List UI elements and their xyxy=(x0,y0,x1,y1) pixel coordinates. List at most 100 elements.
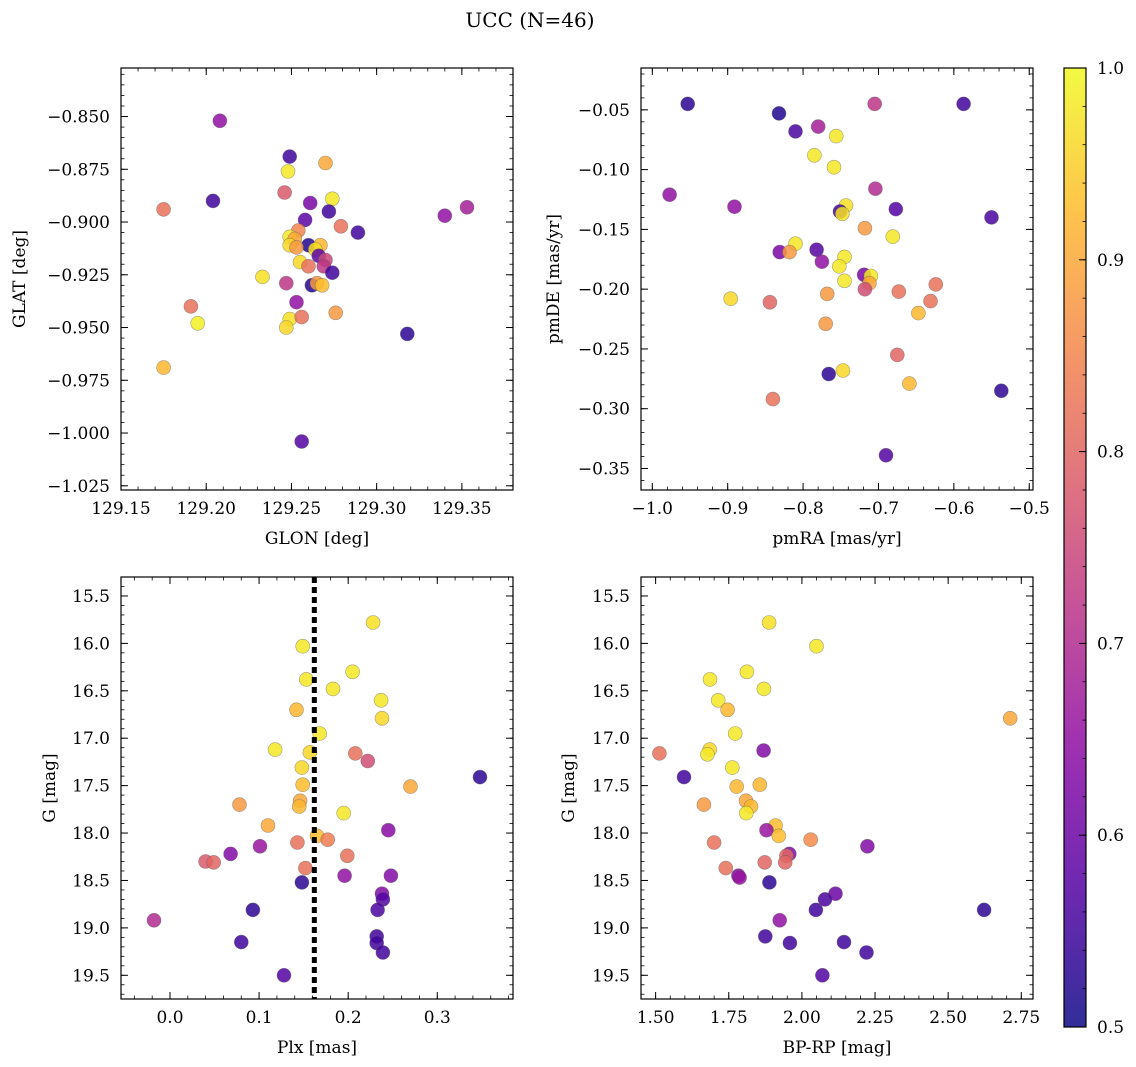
data-point xyxy=(808,902,824,918)
data-point xyxy=(738,805,754,821)
panels: 129.15 129.20 129.25 129.30 129.35 −1.025 −1.0… xyxy=(10,67,1050,1058)
x-tick-label: 1.50 xyxy=(637,1008,675,1028)
data-point xyxy=(325,681,341,697)
data-point xyxy=(756,681,772,697)
data-point xyxy=(318,155,333,171)
data-point xyxy=(810,119,826,134)
data-point xyxy=(374,710,390,726)
data-point xyxy=(252,838,268,854)
data-point xyxy=(762,294,778,310)
data-point xyxy=(702,672,718,687)
y-tick-label: −0.900 xyxy=(47,213,110,233)
y-tick-label: −0.30 xyxy=(578,400,630,420)
data-point xyxy=(459,200,475,215)
data-point xyxy=(212,113,228,129)
y-tick-label: 18.5 xyxy=(72,871,110,891)
data-point xyxy=(857,281,873,297)
y-axis-label: G [mag] xyxy=(40,753,60,822)
data-point xyxy=(373,692,389,708)
data-point xyxy=(337,868,352,884)
data-point xyxy=(278,275,294,291)
data-point xyxy=(146,912,162,928)
data-point xyxy=(956,96,971,112)
data-point xyxy=(835,363,851,378)
data-point xyxy=(183,299,199,314)
y-tick-label: −0.20 xyxy=(578,280,630,300)
data-point xyxy=(836,934,852,950)
data-point xyxy=(652,746,667,761)
data-point xyxy=(156,360,171,375)
data-point xyxy=(771,828,787,844)
data-point xyxy=(826,159,842,175)
y-tick-label: 19.0 xyxy=(72,919,110,939)
y-tick-label: −0.950 xyxy=(47,319,110,339)
y-tick-label: 15.5 xyxy=(72,587,110,607)
data-point xyxy=(817,892,833,907)
data-point xyxy=(765,391,781,407)
data-point xyxy=(294,434,310,449)
data-point xyxy=(278,320,294,335)
data-point xyxy=(809,638,824,654)
data-point xyxy=(723,291,739,307)
data-point xyxy=(696,797,712,812)
data-point xyxy=(314,277,330,293)
y-tick-label: 15.5 xyxy=(592,587,630,607)
y-tick-label: −0.35 xyxy=(578,459,630,479)
data-point xyxy=(923,293,938,309)
y-tick-label: −1.000 xyxy=(47,424,110,444)
x-tick-label: 0.1 xyxy=(246,1008,273,1028)
colorbar-frame xyxy=(1063,67,1087,1028)
x-tick-label: 2.50 xyxy=(929,1008,967,1028)
data-point xyxy=(295,777,311,793)
y-axis-label: pmDE [mas/yr] xyxy=(544,214,564,344)
data-point xyxy=(234,934,249,950)
data-point xyxy=(321,204,337,219)
data-point xyxy=(782,244,797,260)
data-point xyxy=(302,195,318,211)
data-point xyxy=(380,822,396,838)
y-tick-label: 18.5 xyxy=(592,871,630,891)
data-point xyxy=(831,259,847,274)
y-tick-label: 17.0 xyxy=(592,729,630,749)
data-point xyxy=(821,366,837,382)
data-point xyxy=(782,935,798,951)
colorbar-tick-label: 0.5 xyxy=(1097,1018,1124,1038)
y-tick-label: 19.0 xyxy=(592,919,630,939)
data-point xyxy=(190,315,205,331)
data-point xyxy=(706,835,722,850)
data-point xyxy=(752,777,768,793)
data-point xyxy=(710,692,726,708)
colorbar: 0.5 0.6 0.7 0.8 0.9 1.0 xyxy=(1063,59,1124,1038)
scatter-panel-4: 1.50 1.75 2.00 2.25 2.50 2.75 15.5 16.0 16.5 17.0… xyxy=(559,576,1040,1058)
data-points xyxy=(652,615,1018,983)
data-point xyxy=(336,805,352,821)
y-tick-label: −0.10 xyxy=(578,161,630,181)
y-tick-label: −0.875 xyxy=(47,160,110,180)
data-point xyxy=(294,875,310,890)
data-point xyxy=(277,185,292,200)
data-point xyxy=(888,201,904,217)
data-point xyxy=(984,210,999,225)
data-point xyxy=(928,277,944,292)
y-axis-label: G [mag] xyxy=(559,753,579,822)
axes-frame xyxy=(120,67,514,491)
x-tick-label: −0.8 xyxy=(782,499,823,519)
data-point xyxy=(727,726,743,741)
y-axis-label: GLAT [deg] xyxy=(10,230,30,328)
data-point xyxy=(819,286,835,302)
x-tick-label: 129.20 xyxy=(176,499,235,519)
data-point xyxy=(289,240,304,255)
colorbar-fill xyxy=(1064,68,1086,1027)
x-tick-label: −0.6 xyxy=(933,499,974,519)
data-point xyxy=(328,305,344,321)
data-point xyxy=(720,702,735,718)
x-tick-label: 129.15 xyxy=(91,499,150,519)
data-point xyxy=(403,779,418,794)
colorbar-tick-label: 0.9 xyxy=(1097,251,1124,271)
data-point xyxy=(472,769,488,785)
y-tick-label: 16.5 xyxy=(72,682,110,702)
data-point xyxy=(911,305,926,321)
data-point xyxy=(729,779,745,794)
data-point xyxy=(245,902,261,918)
y-tick-label: 16.5 xyxy=(592,682,630,702)
